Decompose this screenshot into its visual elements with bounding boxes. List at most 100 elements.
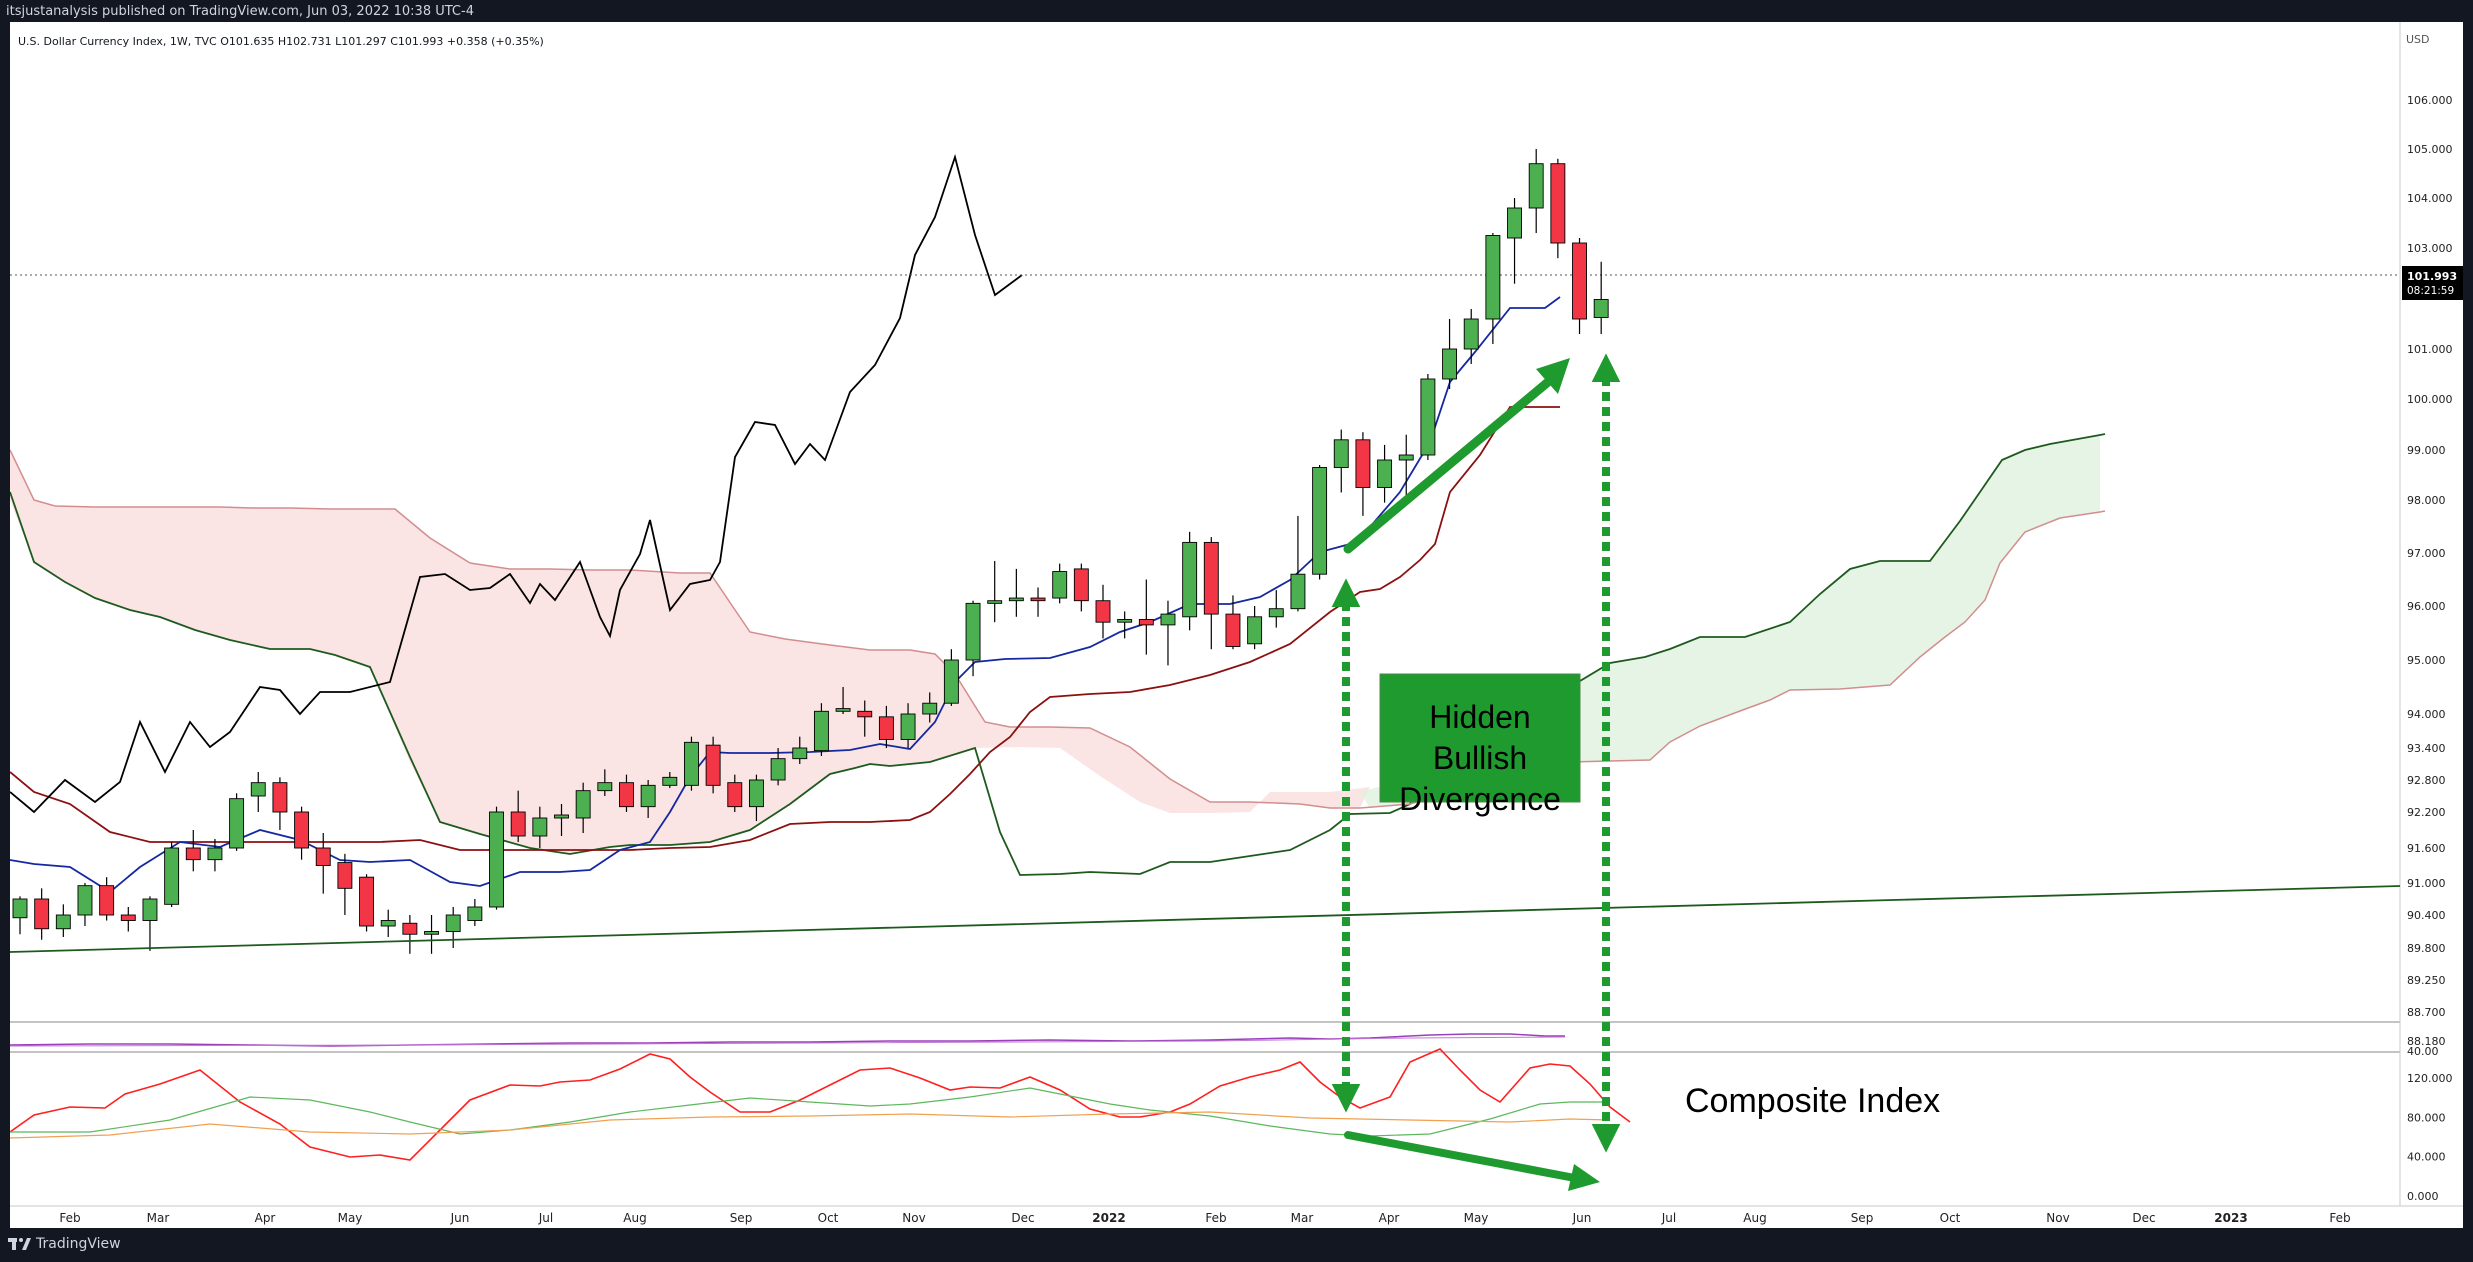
price-axis[interactable]: 106.000 105.000 104.000 103.000 101.000 100.0… bbox=[2407, 94, 2453, 1048]
composite-tick-label: 40.000 bbox=[2407, 1151, 2446, 1164]
price-tick-label: 91.600 bbox=[2407, 842, 2446, 855]
candle bbox=[1247, 606, 1263, 650]
time-tick-label: Mar bbox=[1291, 1211, 1314, 1225]
candle bbox=[1182, 531, 1198, 631]
chikou-span bbox=[10, 153, 1023, 814]
candle-body bbox=[272, 782, 288, 813]
bullish-trend-arrow bbox=[1343, 367, 1565, 554]
publisher-text: itsjustanalysis published on TradingView… bbox=[6, 4, 474, 19]
candle-body bbox=[164, 847, 180, 905]
price-tick-label: 103.000 bbox=[2407, 242, 2453, 255]
candle bbox=[705, 736, 721, 794]
candle bbox=[1030, 587, 1046, 617]
candle bbox=[34, 888, 50, 940]
candle bbox=[987, 560, 1003, 623]
price-tick-label: 88.180 bbox=[2407, 1035, 2446, 1048]
candle bbox=[597, 769, 613, 796]
candle-body bbox=[1572, 242, 1587, 320]
candle bbox=[857, 700, 873, 737]
candle bbox=[164, 842, 180, 907]
candle-body bbox=[705, 744, 721, 786]
candle bbox=[813, 703, 829, 756]
candle bbox=[1377, 444, 1393, 503]
price-tick-label: 88.700 bbox=[2407, 1006, 2446, 1019]
candle bbox=[1073, 563, 1089, 612]
price-tick-label: 91.000 bbox=[2407, 877, 2446, 890]
price-chart[interactable]: U.S. Dollar Currency Index, 1W, TVC O101… bbox=[10, 22, 2463, 1228]
candle-body bbox=[1485, 235, 1501, 320]
candle bbox=[900, 703, 916, 748]
candle bbox=[748, 774, 764, 821]
candle-body bbox=[510, 811, 526, 837]
candle bbox=[965, 600, 981, 677]
composite-fast-ma bbox=[10, 1087, 1610, 1137]
price-tick-label: 89.250 bbox=[2407, 974, 2446, 987]
candle bbox=[770, 748, 786, 786]
candle bbox=[142, 896, 158, 951]
hidden-bullish-divergence-label: Hidden Bullish Divergence bbox=[1399, 699, 1561, 817]
time-tick-label: Dec bbox=[1011, 1211, 1034, 1225]
composite-slow-ma bbox=[10, 1111, 1611, 1139]
candle bbox=[943, 649, 959, 706]
candle-body bbox=[337, 862, 353, 889]
price-tick-label: 92.800 bbox=[2407, 774, 2446, 787]
candle bbox=[77, 883, 93, 926]
price-tick-label: 93.400 bbox=[2407, 742, 2446, 755]
time-tick-label: Sep bbox=[1851, 1211, 1874, 1225]
time-tick-label: Oct bbox=[818, 1211, 839, 1225]
price-tick-label: 100.000 bbox=[2407, 393, 2453, 406]
time-tick-label: Mar bbox=[147, 1211, 170, 1225]
candle bbox=[1593, 261, 1609, 334]
candle bbox=[229, 793, 245, 851]
candle bbox=[99, 877, 115, 921]
price-tick-label: 89.800 bbox=[2407, 942, 2446, 955]
candle bbox=[575, 782, 591, 833]
candle-body bbox=[1117, 619, 1133, 623]
candle-body bbox=[922, 702, 938, 715]
composite-divergence-arrow bbox=[1344, 1131, 1584, 1183]
candle bbox=[1355, 432, 1371, 516]
candle bbox=[1333, 429, 1349, 493]
price-tick-label: 97.000 bbox=[2407, 547, 2446, 560]
rsi-tick-label: 40.00 bbox=[2407, 1045, 2439, 1058]
price-tick-label: 95.000 bbox=[2407, 654, 2446, 667]
candle bbox=[619, 774, 634, 812]
candle bbox=[878, 705, 894, 748]
candle-body bbox=[1268, 608, 1284, 618]
candle-body bbox=[467, 906, 483, 921]
candle-body bbox=[575, 790, 591, 819]
time-axis[interactable]: Feb Mar Apr May Jun Jul Aug Sep Oct Nov Dec 2022 Feb… bbox=[59, 1211, 2350, 1225]
candle-body bbox=[1160, 613, 1176, 626]
ichimoku-cloud-bearish bbox=[10, 452, 1370, 854]
composite-tick-label: 80.000 bbox=[2407, 1111, 2446, 1124]
time-tick-label: Nov bbox=[902, 1211, 925, 1225]
candle-body bbox=[532, 817, 548, 837]
candle bbox=[207, 839, 223, 872]
candle bbox=[1138, 579, 1154, 655]
time-tick-label: Sep bbox=[730, 1211, 753, 1225]
price-tick-label: 96.000 bbox=[2407, 600, 2446, 613]
time-tick-label: Apr bbox=[1379, 1211, 1400, 1225]
long-term-support-trendline[interactable] bbox=[10, 885, 2401, 953]
candle-body bbox=[597, 782, 613, 792]
candle-body bbox=[1073, 568, 1089, 602]
tradingview-footer: TradingView bbox=[0, 1228, 2473, 1262]
candle-body bbox=[142, 898, 158, 921]
candle-body bbox=[1398, 454, 1414, 461]
candle-body bbox=[748, 779, 764, 808]
tradingview-brand: TradingView bbox=[36, 1236, 121, 1252]
candle bbox=[727, 774, 743, 812]
time-tick-label: Jun bbox=[450, 1211, 470, 1225]
time-tick-label: Apr bbox=[255, 1211, 276, 1225]
candle bbox=[272, 777, 288, 830]
candle bbox=[294, 806, 310, 860]
candle-body bbox=[684, 741, 699, 786]
right-frame bbox=[2463, 22, 2473, 1228]
time-tick-label: Feb bbox=[2329, 1211, 2350, 1225]
price-tick-label: 104.000 bbox=[2407, 192, 2453, 205]
candle-body bbox=[424, 931, 439, 935]
candle-body bbox=[1507, 207, 1522, 239]
candle-body bbox=[1030, 597, 1046, 602]
candle bbox=[1160, 600, 1176, 666]
candle bbox=[445, 907, 461, 948]
